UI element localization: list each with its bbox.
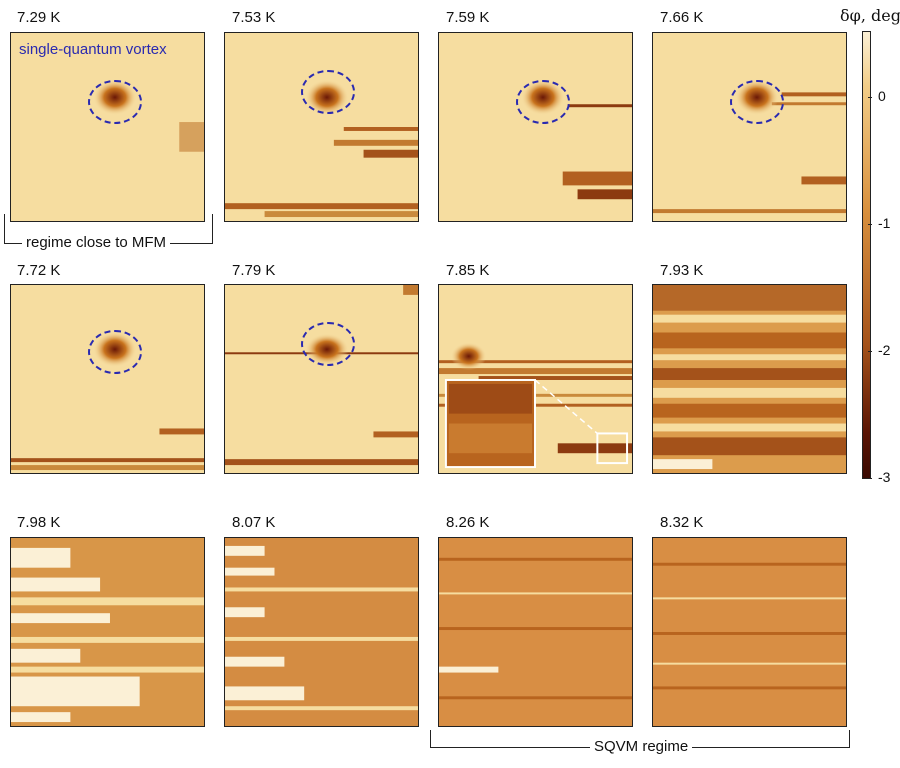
vortex-circle — [730, 80, 784, 124]
scan-image-panel — [652, 32, 847, 222]
regime-sqvm-label: SQVM regime — [590, 738, 693, 755]
scan-image — [225, 33, 418, 221]
panel-label: 8.26 K — [446, 514, 490, 531]
scan-image-panel — [438, 284, 633, 474]
scan-image-panel — [10, 284, 205, 474]
scan-image — [11, 538, 204, 726]
vortex-circle — [301, 70, 355, 114]
panel-label: 7.53 K — [232, 9, 276, 26]
scan-image — [439, 538, 632, 726]
scan-image-panel — [438, 32, 633, 222]
panel-label: 7.93 K — [660, 262, 704, 279]
scan-image-panel — [652, 284, 847, 474]
panel-label: 7.59 K — [446, 9, 490, 26]
vortex-label: single-quantum vortex — [19, 41, 167, 58]
scan-image — [439, 33, 632, 221]
scan-image — [11, 33, 204, 221]
panel-label: 7.79 K — [232, 262, 276, 279]
vortex-circle — [88, 330, 142, 374]
colorbar-tick-mark — [868, 224, 872, 225]
scan-image — [225, 538, 418, 726]
regime-mfm-label: regime close to MFM — [22, 234, 171, 251]
scan-image — [225, 285, 418, 473]
vortex-circle — [88, 80, 142, 124]
scan-image-panel — [224, 537, 419, 727]
colorbar-tick-label: -1 — [878, 215, 891, 231]
scan-image — [439, 285, 632, 473]
colorbar-title: δφ, deg. — [840, 6, 900, 25]
scan-image-panel — [224, 284, 419, 474]
panel-label: 7.66 K — [660, 9, 704, 26]
panel-label: 7.98 K — [17, 514, 61, 531]
panel-label: 7.85 K — [446, 262, 490, 279]
panel-label: 8.32 K — [660, 514, 704, 531]
vortex-circle — [516, 80, 570, 124]
vortex-circle — [301, 322, 355, 366]
scan-image-panel — [224, 32, 419, 222]
colorbar-tick-label: -3 — [878, 469, 891, 485]
scan-image — [653, 538, 846, 726]
scan-image-panel: single-quantum vortex — [10, 32, 205, 222]
colorbar-tick-mark — [868, 478, 872, 479]
colorbar-tick-mark — [868, 97, 872, 98]
colorbar-tick-label: -2 — [878, 342, 891, 358]
scan-image — [653, 33, 846, 221]
scan-image — [653, 285, 846, 473]
panel-label: 8.07 K — [232, 514, 276, 531]
scan-image-panel — [652, 537, 847, 727]
scan-image — [11, 285, 204, 473]
panel-label: 7.29 K — [17, 9, 61, 26]
colorbar-tick-label: 0 — [878, 88, 886, 104]
scan-image-panel — [10, 537, 205, 727]
panel-label: 7.72 K — [17, 262, 61, 279]
colorbar — [862, 31, 871, 479]
colorbar-tick-mark — [868, 351, 872, 352]
scan-image-panel — [438, 537, 633, 727]
